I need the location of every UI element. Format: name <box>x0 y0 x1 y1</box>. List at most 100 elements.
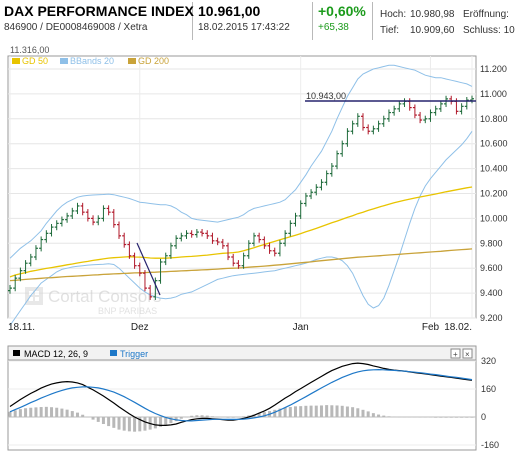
macd-hist-bar <box>164 417 168 426</box>
bband-lower-line <box>9 131 473 326</box>
candle <box>49 224 54 237</box>
candle <box>381 115 386 127</box>
macd-hist-bar <box>195 415 199 417</box>
legend-bbands: BBands 20 <box>70 56 114 66</box>
candle <box>438 100 443 112</box>
low-label: Tief: <box>380 25 400 36</box>
candle <box>288 220 293 237</box>
macd-hist-bar <box>34 407 38 417</box>
candle <box>179 232 184 242</box>
macd-hist-bar <box>428 417 432 418</box>
macd-hist-bar <box>465 417 469 418</box>
resistance-label: 10.943,00 <box>306 91 346 101</box>
macd-hist-bar <box>153 417 157 429</box>
legend-gd50: GD 50 <box>22 56 48 66</box>
macd-hist-bar <box>236 417 240 418</box>
candle <box>158 258 163 284</box>
macd-hist-bar <box>366 411 370 417</box>
candle <box>80 202 85 216</box>
candle <box>236 260 241 269</box>
macd-y-axis: -160 0 160 320 <box>481 356 499 450</box>
candle <box>194 228 199 238</box>
macd-hist-bar <box>403 417 407 418</box>
legend-swatch-macd <box>13 350 20 356</box>
candle <box>386 109 391 122</box>
main-y-axis: 9.200 9.400 9.600 9.800 10.000 10.200 10.400 10… <box>480 64 508 323</box>
macd-hist-bar <box>392 416 396 418</box>
macd-hist-bar <box>122 417 126 431</box>
macd-y-tick-label: 320 <box>481 356 496 366</box>
candle <box>148 285 153 300</box>
legend-swatch-gd200 <box>128 58 136 64</box>
candlesticks <box>8 95 474 300</box>
main-y-tick-label: 9.200 <box>480 313 503 323</box>
macd-hist-bar <box>86 417 90 418</box>
macd-hist-bar <box>314 405 318 417</box>
macd-hist-bar <box>60 408 64 417</box>
trend-line <box>136 242 161 296</box>
macd-hist-bar <box>127 417 131 432</box>
macd-hist-bar <box>294 406 298 417</box>
candle <box>39 236 44 252</box>
candle <box>251 232 256 247</box>
macd-hist-bar <box>361 409 365 417</box>
candle <box>168 242 173 259</box>
candle <box>329 162 334 177</box>
trigger-line <box>9 368 473 422</box>
candle <box>153 277 158 300</box>
macd-hist-bar <box>418 417 422 418</box>
macd-hist-bar <box>159 417 163 427</box>
maximize-panel-button[interactable] <box>450 348 461 359</box>
candle <box>174 235 179 249</box>
candle <box>319 179 324 191</box>
candle <box>360 113 365 131</box>
main-indicator-lines <box>9 64 473 326</box>
candle <box>392 105 397 116</box>
close-label: Schluss: 10 <box>463 25 515 36</box>
macd-hist-bar <box>330 405 334 417</box>
main-y-tick-label: 9.600 <box>480 263 503 273</box>
candle <box>470 95 474 104</box>
candle <box>277 240 282 257</box>
close-panel-button[interactable] <box>462 348 473 359</box>
candle <box>8 285 12 294</box>
candle <box>412 104 417 119</box>
macd-hist-bar <box>423 417 427 418</box>
candle <box>132 252 137 269</box>
quote-datetime: 18.02.2015 17:43:22 <box>198 22 290 33</box>
candle <box>309 189 314 200</box>
macd-hist-bar <box>210 416 214 417</box>
legend-trigger: Trigger <box>120 349 148 359</box>
macd-hist-bar <box>299 406 303 417</box>
macd-hist-bar <box>288 407 292 417</box>
candle <box>324 170 329 186</box>
main-y-tick-label: 10.800 <box>480 114 508 124</box>
x-tick-label: Feb <box>422 322 440 333</box>
main-y-tick-label: 9.400 <box>480 288 503 298</box>
candle <box>33 245 38 261</box>
macd-lines <box>9 362 473 426</box>
candle <box>350 120 355 135</box>
legend-swatch-trigger <box>110 350 117 356</box>
candle <box>220 238 225 249</box>
candle <box>96 215 101 226</box>
macd-hist-bar <box>216 416 220 418</box>
candle <box>44 230 49 243</box>
macd-frame <box>7 345 477 451</box>
candle <box>241 252 246 269</box>
legend-swatch-bbands <box>60 58 68 64</box>
macd-hist-bar <box>242 416 246 417</box>
macd-hist-bar <box>81 414 85 417</box>
macd-hist-bar <box>460 417 464 418</box>
macd-hist-bar <box>44 406 48 417</box>
change-absolute: +65,38 <box>318 22 349 33</box>
candle <box>418 111 423 124</box>
macd-hist-bar <box>247 415 251 417</box>
macd-hist-bar <box>117 417 121 430</box>
candle <box>267 242 272 254</box>
candle <box>13 275 18 292</box>
macd-hist-bar <box>96 417 100 422</box>
macd-titlebar <box>7 345 477 361</box>
candle <box>65 212 70 223</box>
candle <box>23 260 28 274</box>
